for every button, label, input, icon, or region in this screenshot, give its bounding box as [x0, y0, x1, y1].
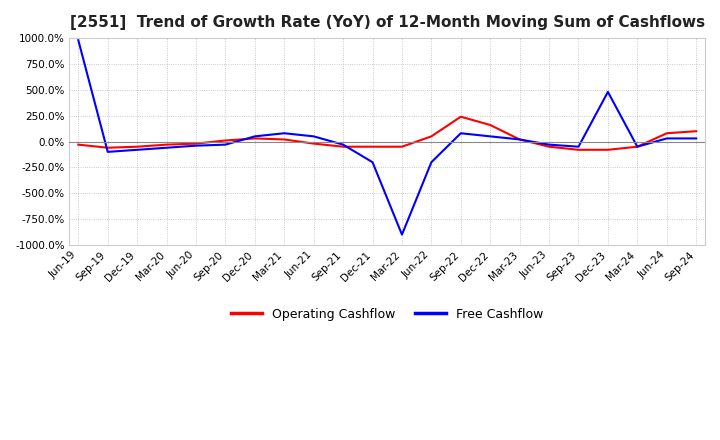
- Operating Cashflow: [486, 122, 495, 128]
- Operating Cashflow: [427, 134, 436, 139]
- Operating Cashflow: [162, 142, 171, 147]
- Title: [2551]  Trend of Growth Rate (YoY) of 12-Month Moving Sum of Cashflows: [2551] Trend of Growth Rate (YoY) of 12-…: [70, 15, 705, 30]
- Legend: Operating Cashflow, Free Cashflow: Operating Cashflow, Free Cashflow: [226, 303, 548, 326]
- Free Cashflow: [427, 160, 436, 165]
- Operating Cashflow: [280, 137, 289, 142]
- Free Cashflow: [310, 134, 318, 139]
- Operating Cashflow: [633, 144, 642, 149]
- Free Cashflow: [339, 142, 348, 147]
- Free Cashflow: [221, 142, 230, 147]
- Free Cashflow: [456, 131, 465, 136]
- Free Cashflow: [545, 142, 554, 147]
- Operating Cashflow: [662, 131, 671, 136]
- Free Cashflow: [662, 136, 671, 141]
- Operating Cashflow: [132, 144, 141, 149]
- Free Cashflow: [574, 144, 582, 149]
- Free Cashflow: [603, 89, 612, 95]
- Operating Cashflow: [74, 142, 83, 147]
- Operating Cashflow: [310, 141, 318, 146]
- Free Cashflow: [633, 144, 642, 149]
- Operating Cashflow: [221, 138, 230, 143]
- Operating Cashflow: [516, 137, 524, 142]
- Operating Cashflow: [574, 147, 582, 152]
- Line: Operating Cashflow: Operating Cashflow: [78, 117, 696, 150]
- Operating Cashflow: [251, 136, 259, 141]
- Free Cashflow: [368, 160, 377, 165]
- Free Cashflow: [486, 134, 495, 139]
- Free Cashflow: [74, 37, 83, 43]
- Operating Cashflow: [545, 144, 554, 149]
- Operating Cashflow: [456, 114, 465, 119]
- Free Cashflow: [516, 137, 524, 142]
- Free Cashflow: [162, 145, 171, 150]
- Operating Cashflow: [692, 128, 701, 134]
- Operating Cashflow: [339, 144, 348, 149]
- Free Cashflow: [104, 149, 112, 154]
- Free Cashflow: [280, 131, 289, 136]
- Free Cashflow: [192, 143, 200, 148]
- Free Cashflow: [251, 134, 259, 139]
- Operating Cashflow: [104, 145, 112, 150]
- Operating Cashflow: [368, 144, 377, 149]
- Operating Cashflow: [603, 147, 612, 152]
- Line: Free Cashflow: Free Cashflow: [78, 40, 696, 235]
- Free Cashflow: [397, 232, 406, 237]
- Operating Cashflow: [397, 144, 406, 149]
- Free Cashflow: [692, 136, 701, 141]
- Operating Cashflow: [192, 141, 200, 146]
- Free Cashflow: [132, 147, 141, 152]
